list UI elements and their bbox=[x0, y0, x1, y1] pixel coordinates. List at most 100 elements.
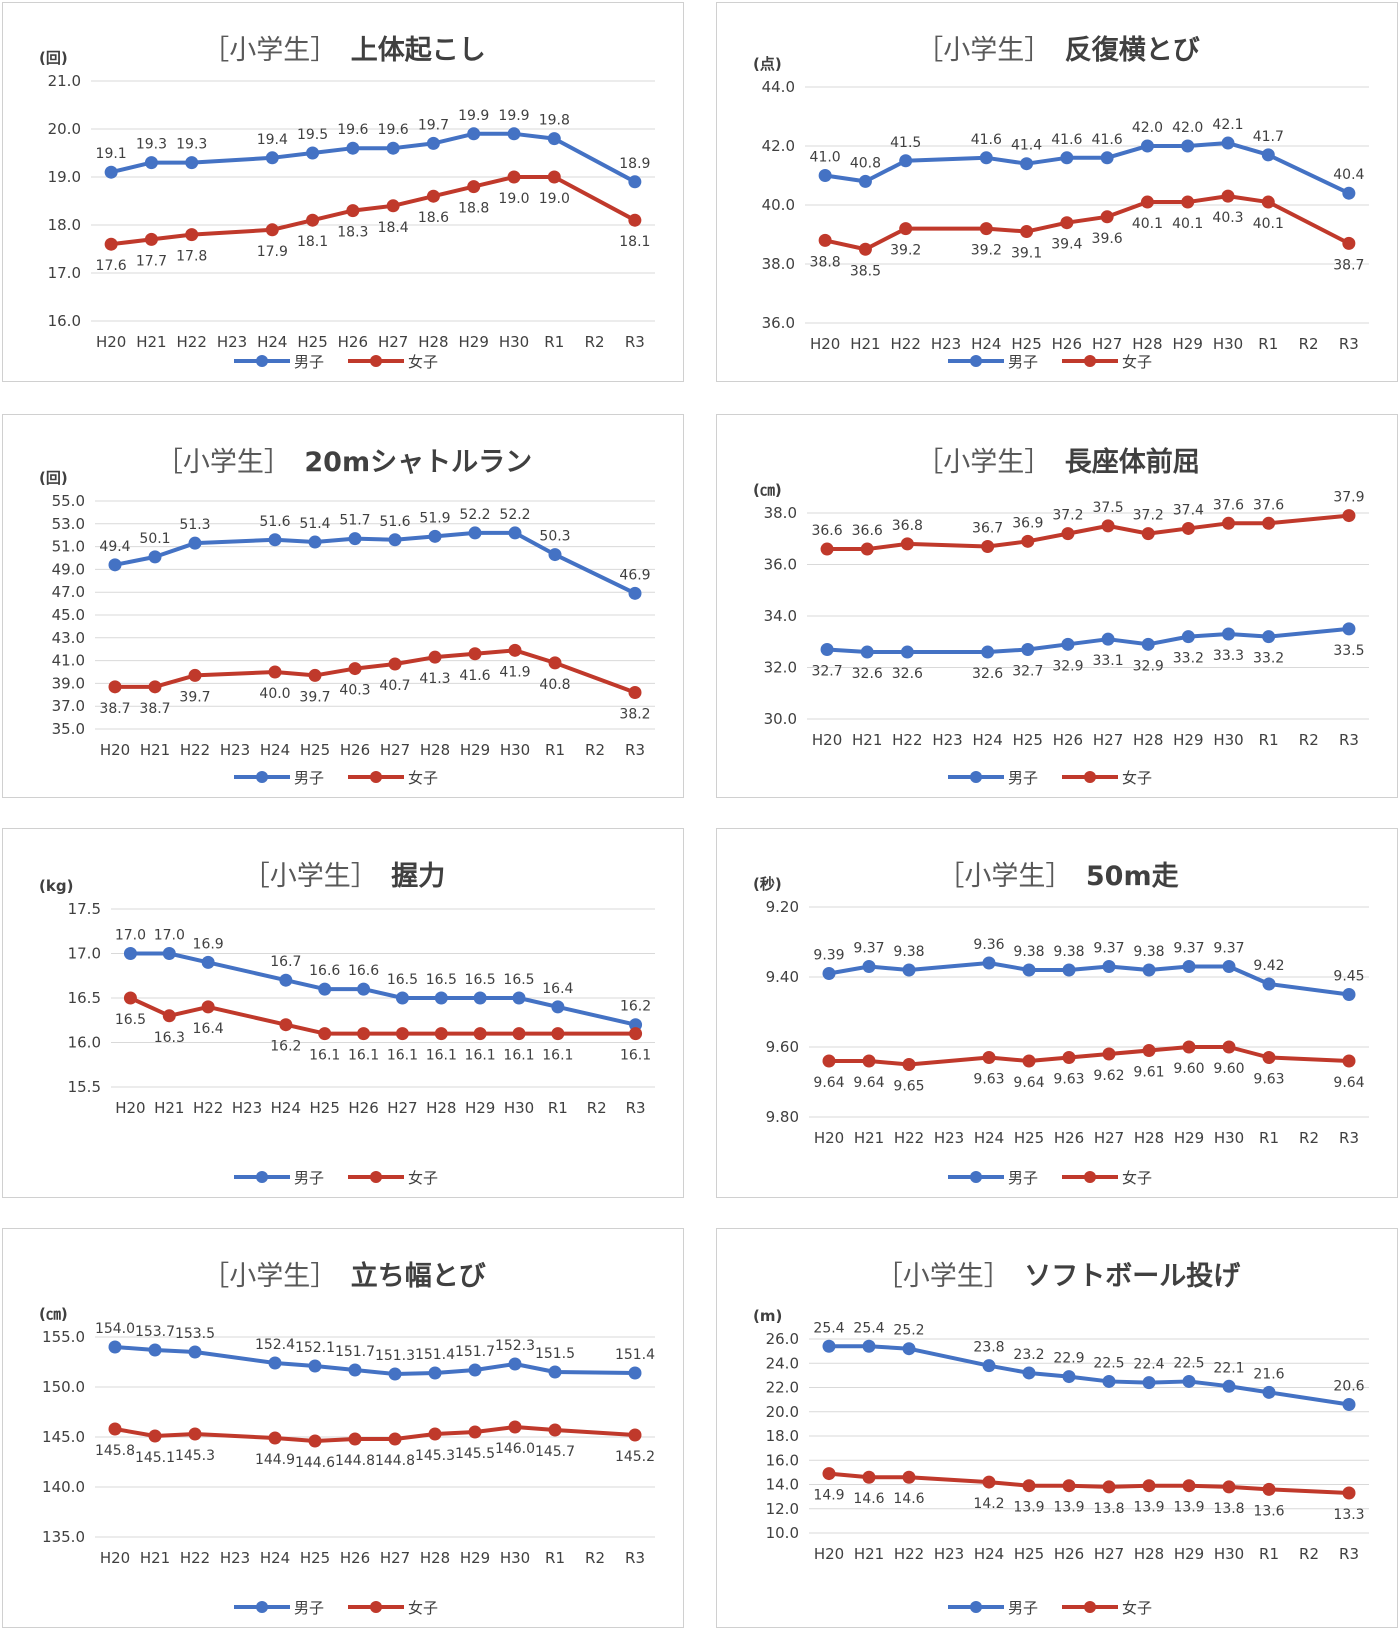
data-point-male bbox=[629, 1018, 643, 1032]
data-point-male bbox=[902, 963, 916, 977]
data-label-male: 32.6 bbox=[892, 666, 923, 682]
data-point-male bbox=[862, 960, 876, 973]
y-tick-label: 20.0 bbox=[48, 120, 81, 138]
data-point-male bbox=[1221, 136, 1235, 150]
legend-marker-female bbox=[370, 355, 382, 367]
data-label-female: 145.5 bbox=[455, 1446, 495, 1462]
x-tick-label: R1 bbox=[1258, 335, 1278, 353]
data-label-female: 14.9 bbox=[813, 1488, 844, 1504]
x-tick-label: H27 bbox=[380, 1549, 410, 1567]
data-label-male: 32.6 bbox=[972, 666, 1003, 682]
x-tick-label: H20 bbox=[812, 731, 842, 749]
data-label-male: 20.6 bbox=[1333, 1378, 1364, 1394]
chart-svg: ［小学生］ 立ち幅とび (㎝) 135.0 140.0 145.0 150.0 155.0 H… bbox=[39, 1260, 655, 1617]
data-label-male: 9.38 bbox=[1133, 944, 1164, 960]
legend-label-male: 男子 bbox=[294, 1599, 324, 1617]
data-point-male bbox=[148, 550, 162, 564]
series-line-male bbox=[110, 131, 636, 184]
data-label-female: 9.64 bbox=[813, 1075, 844, 1091]
x-tick-label: H20 bbox=[100, 741, 130, 759]
data-point-male bbox=[860, 645, 874, 659]
x-tick-label: H25 bbox=[1013, 731, 1043, 749]
data-label-female: 40.0 bbox=[259, 686, 290, 702]
y-tick-label: 41.0 bbox=[52, 652, 85, 670]
x-tick-label: R3 bbox=[625, 741, 645, 759]
data-label-female: 39.2 bbox=[890, 243, 921, 259]
x-tick-label: H29 bbox=[1173, 731, 1203, 749]
x-tick-label: H24 bbox=[260, 741, 290, 759]
chart-title-main: 反復横とび bbox=[1065, 34, 1200, 66]
x-tick-label: H23 bbox=[232, 1099, 262, 1117]
data-point-female bbox=[108, 680, 122, 694]
data-point-female bbox=[1221, 189, 1235, 203]
data-label-male: 19.5 bbox=[297, 127, 328, 143]
data-point-male bbox=[357, 982, 371, 996]
data-point-female bbox=[348, 1432, 362, 1446]
x-tick-label: H26 bbox=[1052, 335, 1082, 353]
data-point-male bbox=[1100, 151, 1114, 165]
data-point-male bbox=[548, 548, 562, 562]
chart-svg: ［小学生］ 20mシャトルラン (回) 35.0 37.0 39.0 41.0 43.0 45… bbox=[39, 447, 655, 787]
x-tick-label: R2 bbox=[585, 741, 605, 759]
data-label-male: 9.45 bbox=[1333, 969, 1364, 985]
y-tick-label: 34.0 bbox=[764, 607, 797, 625]
data-label-male: 22.4 bbox=[1133, 1357, 1164, 1373]
x-tick-label: H30 bbox=[500, 741, 530, 759]
data-label-female: 40.7 bbox=[379, 678, 410, 694]
x-tick-label: H20 bbox=[810, 335, 840, 353]
data-label-female: 13.9 bbox=[1053, 1500, 1084, 1516]
data-label-male: 17.0 bbox=[115, 928, 146, 944]
data-point-female bbox=[818, 233, 832, 247]
series-line-male bbox=[824, 141, 1350, 196]
data-label-female: 146.0 bbox=[495, 1441, 535, 1457]
data-point-female bbox=[1222, 1040, 1236, 1054]
data-point-female bbox=[1021, 534, 1035, 548]
legend-marker-male bbox=[256, 771, 268, 783]
data-label-male: 41.0 bbox=[810, 150, 841, 166]
data-label-female: 9.64 bbox=[1333, 1075, 1364, 1091]
y-tick-label: 9.20 bbox=[766, 898, 799, 916]
y-unit-label: (点) bbox=[753, 55, 782, 73]
data-point-female bbox=[357, 1027, 371, 1041]
x-tick-label: R3 bbox=[1339, 731, 1359, 749]
x-tick-label: H21 bbox=[854, 1545, 884, 1563]
data-point-female bbox=[306, 213, 320, 227]
data-label-female: 145.2 bbox=[615, 1449, 655, 1465]
data-label-male: 51.4 bbox=[299, 516, 330, 532]
data-point-female bbox=[900, 537, 914, 551]
data-label-female: 14.2 bbox=[973, 1496, 1004, 1512]
data-label-female: 40.3 bbox=[1212, 210, 1243, 226]
chart-svg: ［小学生］ 反復横とび (点) 36.0 38.0 40.0 42.0 44.0 H20 H21… bbox=[753, 34, 1369, 371]
legend-label-female: 女子 bbox=[408, 769, 438, 787]
data-label-female: 13.6 bbox=[1253, 1503, 1284, 1519]
data-point-male bbox=[1262, 630, 1276, 644]
data-point-female bbox=[899, 222, 913, 236]
data-point-female bbox=[822, 1054, 836, 1068]
data-label-female: 41.9 bbox=[499, 664, 530, 680]
chart-title: ［小学生］ 50m走 bbox=[937, 861, 1178, 892]
data-point-male bbox=[822, 967, 836, 980]
x-tick-label: H26 bbox=[340, 741, 370, 759]
data-label-female: 16.1 bbox=[309, 1048, 340, 1064]
x-tick-label: R1 bbox=[548, 1099, 568, 1117]
x-tick-label: H28 bbox=[1133, 731, 1163, 749]
x-tick-label: R3 bbox=[625, 333, 645, 351]
data-label-male: 16.5 bbox=[503, 972, 534, 988]
data-point-female bbox=[508, 643, 522, 657]
x-tick-label: H22 bbox=[892, 731, 922, 749]
x-tick-label: R1 bbox=[544, 333, 564, 351]
chart-svg: ［小学生］ ソフトボール投げ (m) 10.0 12.0 14.0 16.0 18.0 20.… bbox=[753, 1261, 1369, 1617]
data-point-female bbox=[308, 668, 322, 682]
data-label-female: 13.8 bbox=[1213, 1501, 1244, 1517]
legend-marker-female bbox=[1084, 355, 1096, 367]
x-tick-label: H28 bbox=[420, 741, 450, 759]
data-point-female bbox=[1261, 195, 1275, 209]
data-label-male: 151.5 bbox=[535, 1346, 575, 1362]
data-label-female: 144.8 bbox=[375, 1453, 415, 1469]
data-label-female: 37.2 bbox=[1052, 508, 1083, 524]
data-point-male bbox=[473, 991, 487, 1005]
x-tick-label: H28 bbox=[1134, 1129, 1164, 1147]
y-tick-label: 10.0 bbox=[766, 1524, 799, 1542]
data-point-male bbox=[818, 169, 832, 182]
data-point-female bbox=[1182, 1040, 1196, 1054]
